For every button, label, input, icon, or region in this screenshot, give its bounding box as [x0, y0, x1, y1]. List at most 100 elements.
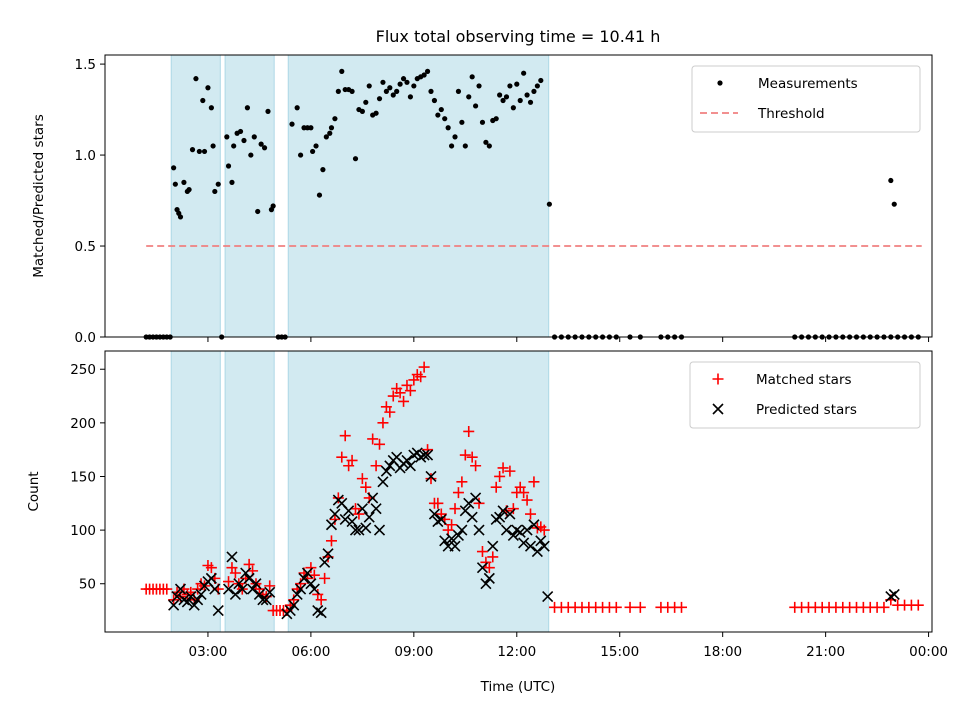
matched-stars-point — [483, 562, 495, 574]
predicted-stars-point — [425, 470, 437, 483]
matched-stars-point — [425, 473, 437, 485]
predicted-stars-point — [470, 492, 482, 504]
predicted-stars-point — [181, 596, 193, 608]
matched-stars-point — [528, 476, 540, 488]
predicted-stars-point — [353, 524, 365, 536]
measurements-point — [181, 179, 187, 185]
measurements-point — [212, 188, 218, 195]
measurements-point — [421, 72, 427, 78]
matched-stars-point — [912, 599, 924, 611]
matched-stars-point — [456, 476, 468, 488]
predicted-stars-point — [264, 586, 276, 598]
x-axis-label: Time (UTC) — [480, 679, 556, 695]
measurements-point — [521, 70, 527, 76]
measurements-point — [237, 128, 244, 135]
predicted-stars-point — [421, 449, 434, 461]
matched-stars-point — [610, 601, 622, 613]
x-tick-label: 15:00 — [600, 644, 639, 660]
measurements-point — [497, 92, 503, 98]
measurements-point — [428, 88, 434, 94]
predicted-stars-point — [483, 572, 495, 584]
measurements-point — [407, 94, 414, 100]
matched-stars-point — [315, 594, 327, 606]
matched-stars-point — [504, 465, 516, 477]
measurements-point — [352, 156, 359, 162]
measurements-point — [387, 85, 393, 91]
measurements-point — [527, 99, 534, 105]
predicted-stars-point — [542, 591, 554, 603]
y-tick-label: 50 — [79, 577, 96, 593]
legend-box — [691, 65, 921, 133]
matched-stars-point — [487, 551, 499, 563]
matched-stars-point — [497, 462, 509, 474]
measurements-point — [503, 94, 510, 100]
measurements-point — [200, 97, 206, 104]
predicted-stars-point — [185, 591, 197, 603]
matched-stars-point — [346, 454, 358, 466]
measurements-point — [251, 134, 257, 140]
measurements-point — [210, 143, 216, 149]
matched-stars-point — [878, 601, 890, 613]
predicted-stars-point — [404, 460, 416, 472]
matched-stars-point — [470, 460, 482, 472]
matched-stars-point — [325, 535, 337, 547]
matched-stars-point — [521, 494, 533, 506]
predicted-stars-point — [222, 583, 235, 595]
predicted-stars-point — [514, 526, 526, 538]
predicted-stars-point — [349, 524, 362, 536]
matched-stars-point — [459, 449, 471, 461]
measurements-point — [891, 201, 897, 207]
matched-stars-point — [449, 503, 461, 515]
matched-stars-point — [624, 601, 636, 613]
matched-stars-point — [360, 481, 372, 493]
measurements-point — [452, 134, 458, 140]
predicted-stars-point — [463, 497, 475, 509]
matched-stars-point — [356, 473, 368, 485]
predicted-stars-point — [428, 508, 440, 520]
predicted-stars-point — [380, 465, 392, 477]
matched-stars-point — [161, 583, 173, 595]
matched-stars-point — [336, 451, 348, 463]
y-tick-label: 0.0 — [75, 330, 96, 346]
predicted-stars-point — [329, 508, 341, 520]
measurements-point — [510, 105, 516, 111]
measurements-point — [462, 143, 468, 149]
matched-stars-point — [264, 580, 276, 592]
count-panel: 50 100 150 200 250 03:00 06:00 09:00 12:00 15:00 1… — [26, 350, 948, 660]
measurements-point — [229, 179, 235, 185]
measurements-point — [438, 106, 444, 113]
measurements-point — [258, 141, 264, 147]
measurements-point — [294, 105, 300, 111]
measurements-point — [349, 88, 355, 94]
matched-stars-point — [370, 460, 382, 472]
predicted-stars-point — [205, 572, 217, 584]
matched-stars-point — [288, 594, 300, 606]
matched-stars-point — [387, 390, 399, 402]
measurements-point — [289, 121, 295, 127]
predicted-stars-point — [373, 524, 386, 536]
predicted-stars-point — [322, 548, 334, 560]
matched-stars-point — [446, 519, 458, 531]
measurements-point — [394, 88, 400, 94]
predicted-stars-point — [435, 513, 447, 525]
y-axis-label: Count — [26, 471, 42, 511]
y-axis-label: Matched/Predicted stars — [31, 114, 47, 277]
measurements-point — [316, 192, 323, 198]
predicted-stars-point — [497, 505, 509, 517]
measurements-point — [469, 74, 475, 80]
measurements-point — [186, 187, 192, 193]
predicted-stars-point — [528, 519, 540, 531]
measurements-point — [373, 110, 379, 116]
predicted-stars-point — [363, 511, 375, 523]
measurements-point — [171, 165, 177, 171]
matched-stars-point — [634, 601, 646, 613]
measurements-point — [189, 147, 196, 153]
measurements-point — [888, 177, 894, 184]
measurements-point — [339, 68, 345, 74]
measurements-point — [538, 77, 544, 84]
matched-stars-point — [377, 417, 389, 429]
matched-stars-point — [384, 406, 396, 418]
matched-stars-legend-label: Matched stars — [756, 372, 852, 388]
measurements-point — [328, 125, 335, 131]
predicted-stars-point — [360, 522, 372, 534]
